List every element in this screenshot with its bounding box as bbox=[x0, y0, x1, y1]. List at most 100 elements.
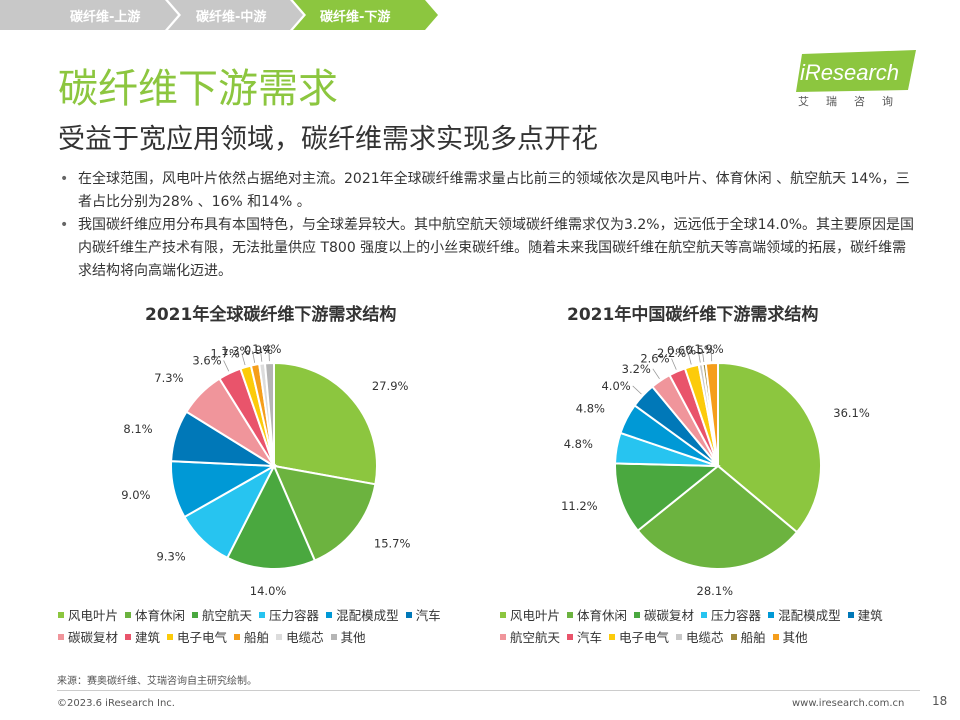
global-label-leader bbox=[260, 349, 263, 362]
tab-downstream-shape[interactable] bbox=[293, 0, 438, 30]
global-legend-swatch bbox=[167, 634, 174, 640]
page-number: 18 bbox=[932, 694, 948, 708]
china-data-label: 4.8% bbox=[576, 402, 605, 416]
global-legend-label: 体育休闲 bbox=[135, 608, 186, 623]
bullet-global: 在全球范围，风电叶片依然占据绝对主流。2021年全球碳纤维需求量占比前三的领域依… bbox=[60, 168, 920, 214]
global-legend-label: 压力容器 bbox=[269, 608, 320, 623]
global-legend-item: 碳碳复材 bbox=[58, 627, 118, 646]
china-legend-row-2: 航空航天 汽车 电子电气 电缆芯 船舶 其他 bbox=[500, 627, 890, 649]
china-legend-label: 电缆芯 bbox=[686, 630, 724, 645]
global-legend-item: 风电叶片 bbox=[58, 605, 118, 624]
global-legend-label: 汽车 bbox=[415, 608, 441, 623]
china-data-label: 2.2% bbox=[657, 346, 686, 360]
global-pie-slice bbox=[225, 463, 317, 570]
source-note: 来源：赛奥碳纤维、艾瑞咨询自主研究绘制。 bbox=[57, 676, 257, 687]
global-data-label: 9.3% bbox=[156, 549, 185, 563]
global-pie-slice bbox=[273, 361, 378, 486]
tab-midstream[interactable]: 碳纤维-中游 bbox=[196, 10, 267, 25]
global-legend-row-2: 碳碳复材 建筑 电子电气 船舶 电缆芯 其他 bbox=[58, 627, 448, 649]
global-legend-swatch bbox=[125, 634, 132, 640]
china-legend-label: 压力容器 bbox=[711, 608, 762, 623]
tab-downstream[interactable]: 碳纤维-下游 bbox=[320, 10, 391, 25]
website-link[interactable]: www.iresearch.com.cn bbox=[792, 698, 905, 709]
global-data-label: 1.7% bbox=[211, 347, 240, 361]
china-label-leader bbox=[701, 350, 705, 363]
global-legend-item: 其他 bbox=[330, 627, 366, 646]
china-legend-label: 体育休闲 bbox=[577, 608, 628, 623]
china-legend-label: 建筑 bbox=[857, 608, 883, 623]
china-data-label: 1.9% bbox=[694, 342, 723, 356]
china-legend-swatch bbox=[847, 612, 854, 618]
global-legend-item: 航空航天 bbox=[192, 605, 252, 624]
china-data-label: 28.1% bbox=[697, 584, 734, 598]
breadcrumb-tabs: 碳纤维-上游 碳纤维-中游 碳纤维-下游 bbox=[0, 0, 440, 30]
china-pie-slice bbox=[636, 464, 799, 570]
china-legend-item: 电子电气 bbox=[609, 627, 669, 646]
china-legend-item: 电缆芯 bbox=[676, 627, 724, 646]
global-legend-swatch bbox=[234, 634, 241, 640]
global-data-label: 14.0% bbox=[250, 584, 287, 598]
global-data-label: 9.0% bbox=[121, 488, 150, 502]
china-data-label: 2.6% bbox=[640, 352, 669, 366]
global-legend-swatch bbox=[405, 612, 412, 618]
tab-upstream[interactable]: 碳纤维-上游 bbox=[70, 10, 141, 25]
china-legend-label: 汽车 bbox=[577, 630, 603, 645]
global-legend-swatch bbox=[276, 634, 283, 640]
copyright: ©2023.6 iResearch Inc. bbox=[57, 698, 175, 709]
china-data-label: 4.8% bbox=[564, 437, 593, 451]
china-label-leader bbox=[710, 349, 713, 362]
global-legend-item: 压力容器 bbox=[259, 605, 319, 624]
global-data-label: 27.9% bbox=[372, 379, 409, 393]
global-legend-label: 碳碳复材 bbox=[68, 630, 119, 645]
global-legend-swatch bbox=[330, 634, 337, 640]
iresearch-logo: iResearch bbox=[792, 50, 922, 112]
tab-upstream-shape[interactable] bbox=[0, 0, 178, 30]
china-label-leader bbox=[697, 350, 701, 363]
global-legend-label: 风电叶片 bbox=[68, 608, 119, 623]
global-legend-item: 船舶 bbox=[234, 627, 269, 646]
global-legend-item: 电缆芯 bbox=[276, 627, 324, 646]
bullet-china: 我国碳纤维应用分布具有本国特色，与全球差异较大。其中航空航天领域碳纤维需求仅为3… bbox=[60, 214, 920, 283]
china-label-leader bbox=[632, 385, 642, 395]
china-legend-label: 碳碳复材 bbox=[644, 608, 695, 623]
china-legend-swatch bbox=[772, 634, 779, 640]
china-legend-swatch bbox=[500, 634, 506, 640]
global-legend-item: 电子电气 bbox=[167, 627, 227, 646]
global-data-label: 1.3% bbox=[221, 344, 250, 358]
page-title: 碳纤维下游需求 bbox=[58, 66, 338, 112]
china-legend-item: 汽车 bbox=[567, 627, 602, 646]
logo-badge-shape bbox=[796, 50, 916, 92]
china-legend-swatch bbox=[701, 612, 708, 618]
china-legend-item: 混配模成型 bbox=[768, 605, 841, 624]
china-legend-item: 船舶 bbox=[730, 627, 766, 646]
global-legend-swatch bbox=[326, 612, 333, 618]
tab-midstream-shape[interactable] bbox=[168, 0, 303, 30]
china-legend-label: 混配模成型 bbox=[778, 608, 841, 623]
summary-bullets: 在全球范围，风电叶片依然占据绝对主流。2021年全球碳纤维需求量占比前三的领域依… bbox=[60, 168, 920, 283]
china-pie-slice bbox=[717, 361, 822, 534]
china-chart-title: 2021年中国碳纤维下游需求结构 bbox=[567, 305, 819, 325]
china-legend-swatch bbox=[676, 634, 683, 640]
global-data-label: 0.9% bbox=[244, 343, 273, 357]
global-data-label: 8.1% bbox=[123, 422, 152, 436]
china-legend-item: 碳碳复材 bbox=[634, 605, 694, 624]
global-label-leader bbox=[241, 353, 246, 366]
global-legend-swatch bbox=[58, 612, 64, 618]
china-legend-swatch bbox=[634, 612, 641, 618]
global-legend-swatch bbox=[192, 612, 199, 618]
china-legend-swatch bbox=[567, 634, 574, 640]
global-legend-swatch bbox=[58, 634, 64, 640]
global-label-leader bbox=[223, 360, 230, 372]
china-pie-slice bbox=[614, 462, 721, 533]
global-chart-legend: 风电叶片 体育休闲 航空航天 压力容器 混配模成型 汽车 碳碳复材 建筑 电子电气 船舶 电缆芯 其… bbox=[58, 605, 448, 649]
global-label-leader bbox=[252, 350, 256, 363]
global-data-label: 1.4% bbox=[252, 342, 281, 356]
china-data-label: 3.2% bbox=[622, 362, 651, 376]
global-pie-slice bbox=[263, 361, 275, 467]
china-legend-item: 航空航天 bbox=[500, 627, 560, 646]
china-legend-item: 其他 bbox=[772, 627, 808, 646]
china-legend-row-1: 风电叶片 体育休闲 碳碳复材 压力容器 混配模成型 建筑 bbox=[500, 605, 890, 627]
global-label-leader bbox=[268, 349, 270, 362]
china-legend-item: 风电叶片 bbox=[500, 605, 560, 624]
